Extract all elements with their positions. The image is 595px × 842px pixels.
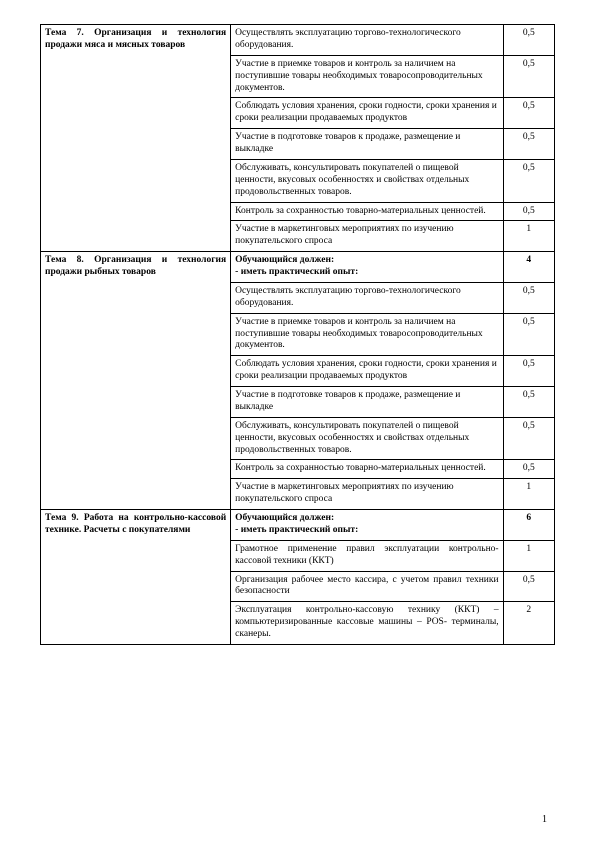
hours-cell: 0,5 (503, 25, 554, 56)
desc-cell: Соблюдать условия хранения, сроки годнос… (231, 98, 503, 129)
hours-cell: 1 (503, 540, 554, 571)
topic-cell: Тема 9. Работа на контрольно-кассовой те… (41, 510, 231, 645)
curriculum-table: Тема 7. Организация и технология продажи… (40, 24, 555, 645)
desc-cell: Организация рабочее место кассира, с уче… (231, 571, 503, 602)
desc-cell: Эксплуатация контрольно-кассовую технику… (231, 602, 503, 645)
topic-cell: Тема 7. Организация и технология продажи… (41, 25, 231, 252)
hours-cell: 0,5 (503, 202, 554, 221)
hours-cell: 0,5 (503, 356, 554, 387)
table-row: Тема 8. Организация и технология продажи… (41, 252, 555, 283)
desc-cell: Осуществлять эксплуатацию торгово-технол… (231, 282, 503, 313)
hours-cell: 1 (503, 479, 554, 510)
desc-cell: Обучающийся должен: - иметь практический… (231, 252, 503, 283)
hours-cell: 0,5 (503, 571, 554, 602)
hours-cell: 0,5 (503, 417, 554, 460)
desc-cell: Участие в подготовке товаров к продаже, … (231, 387, 503, 418)
hours-cell: 0,5 (503, 387, 554, 418)
desc-cell: Обслуживать, консультировать покупателей… (231, 159, 503, 202)
table-row: Тема 7. Организация и технология продажи… (41, 25, 555, 56)
hours-cell: 6 (503, 510, 554, 541)
desc-cell: Обучающийся должен: - иметь практический… (231, 510, 503, 541)
hours-cell: 0,5 (503, 55, 554, 98)
desc-cell: Контроль за сохранностью товарно-материа… (231, 460, 503, 479)
hours-cell: 2 (503, 602, 554, 645)
hours-cell: 1 (503, 221, 554, 252)
hours-cell: 0,5 (503, 313, 554, 356)
desc-cell: Обслуживать, консультировать покупателей… (231, 417, 503, 460)
desc-cell: Участие в подготовке товаров к продаже, … (231, 129, 503, 160)
desc-cell: Грамотное применение правил эксплуатации… (231, 540, 503, 571)
desc-cell: Осуществлять эксплуатацию торгово-технол… (231, 25, 503, 56)
hours-cell: 0,5 (503, 159, 554, 202)
hours-cell: 4 (503, 252, 554, 283)
desc-cell: Участие в маркетинговых мероприятиях по … (231, 479, 503, 510)
hours-cell: 0,5 (503, 129, 554, 160)
topic-cell: Тема 8. Организация и технология продажи… (41, 252, 231, 510)
hours-cell: 0,5 (503, 98, 554, 129)
desc-cell: Участие в приемке товаров и контроль за … (231, 55, 503, 98)
page-number: 1 (542, 814, 547, 827)
desc-cell: Участие в приемке товаров и контроль за … (231, 313, 503, 356)
desc-cell: Контроль за сохранностью товарно-материа… (231, 202, 503, 221)
hours-cell: 0,5 (503, 460, 554, 479)
desc-cell: Участие в маркетинговых мероприятиях по … (231, 221, 503, 252)
hours-cell: 0,5 (503, 282, 554, 313)
table-row: Тема 9. Работа на контрольно-кассовой те… (41, 510, 555, 541)
desc-cell: Соблюдать условия хранения, сроки годнос… (231, 356, 503, 387)
